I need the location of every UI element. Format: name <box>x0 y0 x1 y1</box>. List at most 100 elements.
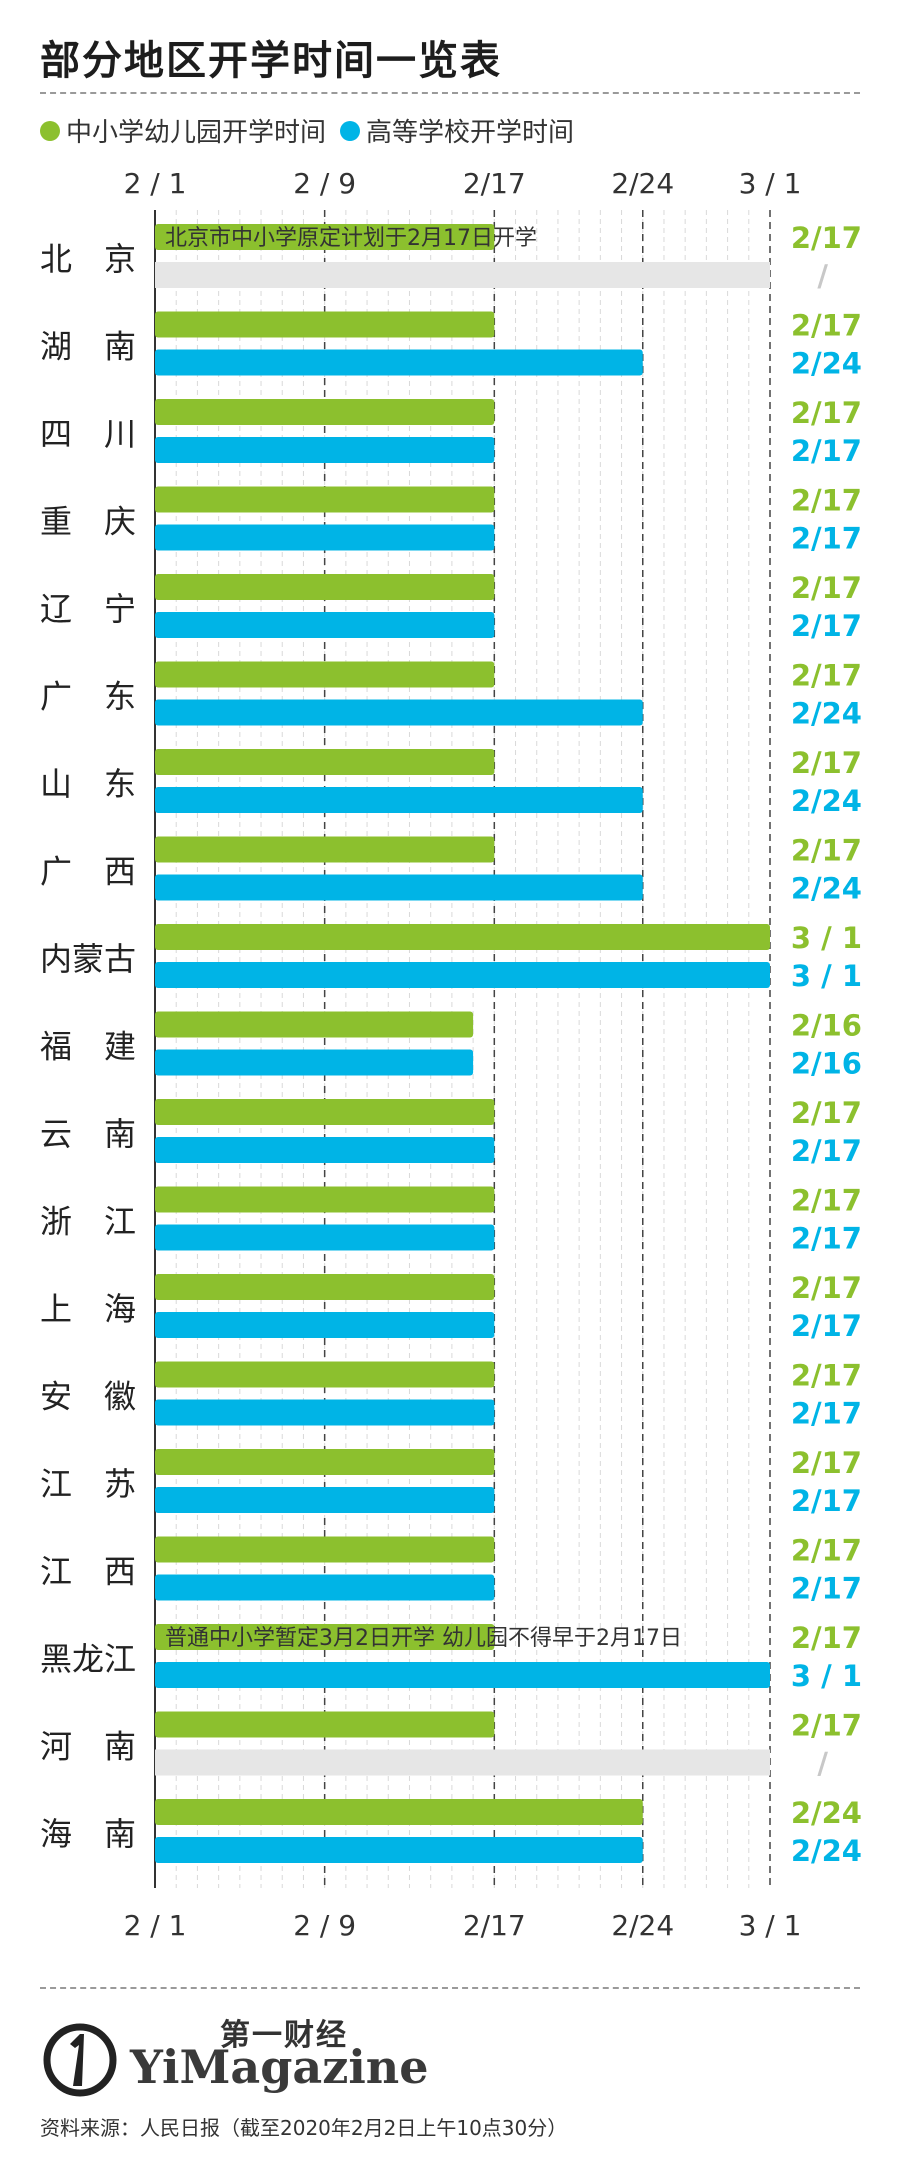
bar-higher <box>155 1224 495 1251</box>
yimagazine-logo-icon <box>43 2023 117 2097</box>
legend-dot-higher-icon <box>340 120 361 141</box>
x-tick-label-top: 2 / 1 <box>124 167 187 200</box>
value-label-primary: 2/17 <box>791 1184 862 1218</box>
brand-name-cn: 第一财经 <box>220 2018 348 2053</box>
value-label-higher: 2/24 <box>791 697 862 731</box>
legend-dot-primary-icon <box>40 120 60 141</box>
region-label: 江 苏 <box>40 1465 136 1503</box>
x-tick-label-top: 3 / 1 <box>739 167 802 200</box>
region-label: 湖 南 <box>40 328 136 366</box>
region-label: 福 建 <box>40 1028 136 1066</box>
region-label: 上 海 <box>40 1290 136 1328</box>
bar-higher <box>155 1662 770 1688</box>
legend: 中小学幼儿园开学时间 高等学校开学时间 <box>40 112 588 149</box>
region-label: 广 西 <box>40 853 136 891</box>
bar-primary <box>155 1274 495 1300</box>
bar-primary <box>155 924 770 950</box>
region-label: 河 南 <box>40 1728 136 1766</box>
region-label: 云 南 <box>40 1115 136 1153</box>
region-label: 海 南 <box>40 1815 136 1853</box>
x-tick-label-top: 2/24 <box>611 167 674 200</box>
bar-primary-note-bg <box>155 1624 495 1650</box>
x-tick-label-bottom: 3 / 1 <box>739 1909 802 1942</box>
chart-title: 部分地区开学时间一览表 <box>40 38 502 84</box>
legend-item-primary: 中小学幼儿园开学时间 <box>40 112 326 149</box>
bar-primary <box>155 1361 495 1388</box>
region-label: 辽 宁 <box>40 590 136 628</box>
value-label-primary: 2/17 <box>791 1534 862 1568</box>
region-label: 江 西 <box>40 1553 136 1591</box>
value-label-higher: 2/17 <box>791 434 862 468</box>
value-label-primary: 2/17 <box>791 571 862 605</box>
value-label-higher: 2/17 <box>791 1572 862 1606</box>
bar-note: 普通中小学暂定3月2日开学 幼儿园不得早于2月17日 <box>165 1626 682 1651</box>
value-label-higher: 2/17 <box>791 1309 862 1343</box>
value-label-higher: 3 / 1 <box>791 1659 862 1693</box>
legend-label-primary: 中小学幼儿园开学时间 <box>66 118 327 148</box>
bottom-divider <box>40 1987 860 1989</box>
brand-name-en: YiMagazine <box>130 2040 429 2094</box>
x-tick-label-bottom: 2/24 <box>611 1909 674 1942</box>
bar-higher <box>155 612 495 638</box>
value-label-primary: 2/17 <box>791 1446 862 1480</box>
x-tick-label-bottom: 2 / 1 <box>124 1909 187 1942</box>
bar-primary <box>155 1011 474 1038</box>
bar-chart: 2 / 1 2 / 1 2 / 9 2 / 9 2/17 2/17 2/24 2/24 3 / … <box>40 167 862 1942</box>
bar-primary <box>155 1536 495 1563</box>
region-label: 北 京 <box>40 240 136 278</box>
value-label-primary: 2/16 <box>791 1009 862 1043</box>
bar-higher <box>155 1487 495 1513</box>
value-label-higher: 2/17 <box>791 1134 862 1168</box>
bar-primary <box>155 749 495 775</box>
value-label-primary: 3 / 1 <box>791 921 862 955</box>
bar-higher <box>155 1837 643 1863</box>
region-label: 广 东 <box>40 678 136 716</box>
bar-higher <box>155 349 643 376</box>
value-label-primary: 2/24 <box>791 1796 862 1830</box>
value-label-primary: 2/17 <box>791 659 862 693</box>
bar-higher <box>155 1137 495 1163</box>
value-label-primary: 2/17 <box>791 1271 862 1305</box>
region-label: 四 川 <box>40 415 136 453</box>
x-tick-label-top: 2/17 <box>463 167 526 200</box>
x-tick-label-bottom: 2 / 9 <box>293 1909 356 1942</box>
value-label-primary: 2/17 <box>791 221 862 255</box>
bar-higher <box>155 1574 495 1601</box>
value-label-higher: 2/24 <box>791 1834 862 1868</box>
bar-higher <box>155 524 495 551</box>
bar-higher <box>155 437 495 463</box>
value-label-primary: 2/17 <box>791 834 862 868</box>
value-label-higher: 2/17 <box>791 522 862 556</box>
value-label-higher: 2/17 <box>791 1222 862 1256</box>
bar-higher-empty <box>155 262 770 288</box>
bar-primary <box>155 1799 643 1825</box>
value-label-primary: 2/17 <box>791 1621 862 1655</box>
bar-higher <box>155 1049 474 1076</box>
bar-primary <box>155 1099 495 1125</box>
legend-item-higher: 高等学校开学时间 <box>340 112 574 149</box>
value-label-higher: / <box>817 259 828 293</box>
legend-label-higher: 高等学校开学时间 <box>366 118 575 148</box>
top-divider <box>40 92 860 94</box>
value-label-higher: / <box>817 1747 828 1781</box>
value-label-higher: 2/17 <box>791 1397 862 1431</box>
bar-higher <box>155 874 643 901</box>
x-tick-label-bottom: 2/17 <box>463 1909 526 1942</box>
region-label: 浙 江 <box>40 1203 136 1241</box>
value-label-higher: 2/24 <box>791 347 862 381</box>
bar-primary <box>155 661 495 688</box>
bar-higher <box>155 962 770 988</box>
value-label-primary: 2/17 <box>791 309 862 343</box>
value-label-primary: 2/17 <box>791 1709 862 1743</box>
bar-primary <box>155 486 495 513</box>
bar-primary <box>155 311 495 338</box>
value-label-higher: 2/17 <box>791 609 862 643</box>
value-label-higher: 3 / 1 <box>791 959 862 993</box>
bar-higher <box>155 1312 495 1338</box>
value-label-primary: 2/17 <box>791 1359 862 1393</box>
region-label: 内蒙古 <box>40 940 136 978</box>
bar-higher <box>155 1399 495 1426</box>
value-label-primary: 2/17 <box>791 484 862 518</box>
value-label-higher: 2/17 <box>791 1484 862 1518</box>
region-label: 山 东 <box>40 765 136 803</box>
